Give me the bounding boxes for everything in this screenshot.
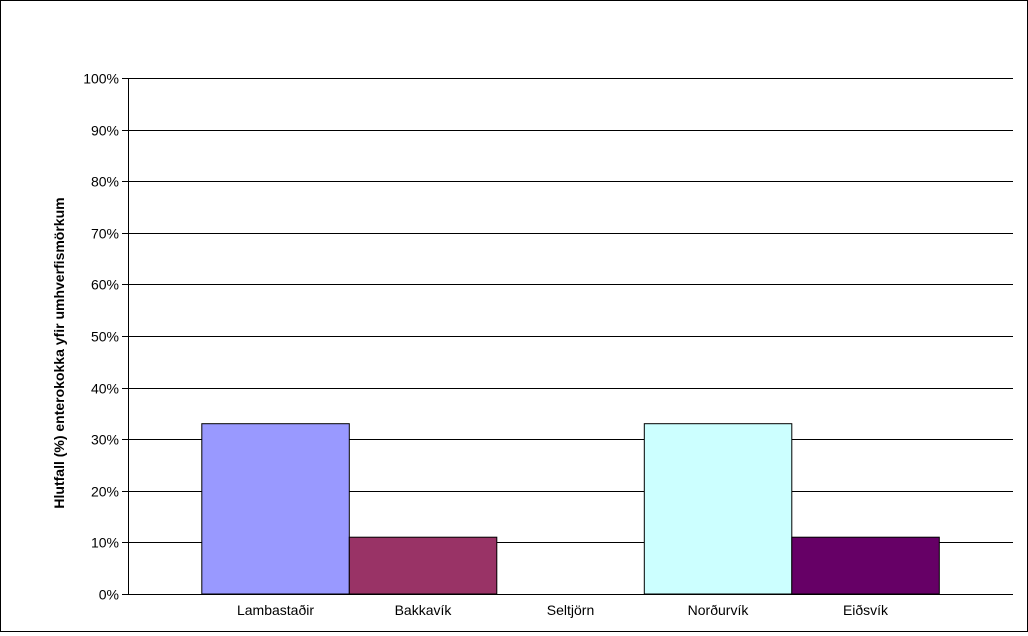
bars [201, 423, 940, 595]
y-tick-label: 10% [91, 535, 119, 551]
y-tick-labels: 0% 10% 20% 30% 40% 50% 60% 70% 80% 90% 100% [83, 71, 119, 603]
y-tick-label: 20% [91, 484, 119, 500]
axes [122, 78, 1013, 595]
y-tick-label: 90% [91, 123, 119, 139]
y-axis-title: Hlutfall (%) enterokokka yfir umhverfism… [51, 197, 67, 508]
y-tick-label: 50% [91, 329, 119, 345]
y-tick-label: 60% [91, 277, 119, 293]
y-tick-label: 30% [91, 432, 119, 448]
y-tick-label: 40% [91, 381, 119, 397]
x-category-label: Bakkavík [395, 602, 453, 618]
bar-eiðsvík [791, 536, 940, 595]
bar-bakkavík [348, 536, 498, 595]
bar-lambastaðir [201, 423, 350, 595]
y-tick-label: 70% [91, 226, 119, 242]
y-tick-label: 80% [91, 174, 119, 190]
bar-norðurvík [643, 423, 793, 595]
x-category-label: Seltjörn [547, 602, 594, 618]
x-category-labels: Lambastaðir Bakkavík Seltjörn Norðurvík Eiðs… [237, 602, 889, 618]
x-category-label: Lambastaðir [237, 602, 314, 618]
y-tick-label: 0% [99, 587, 119, 603]
x-category-label: Eiðsvík [843, 602, 889, 618]
x-category-label: Norðurvík [688, 602, 750, 618]
y-tick-label: 100% [83, 71, 119, 87]
